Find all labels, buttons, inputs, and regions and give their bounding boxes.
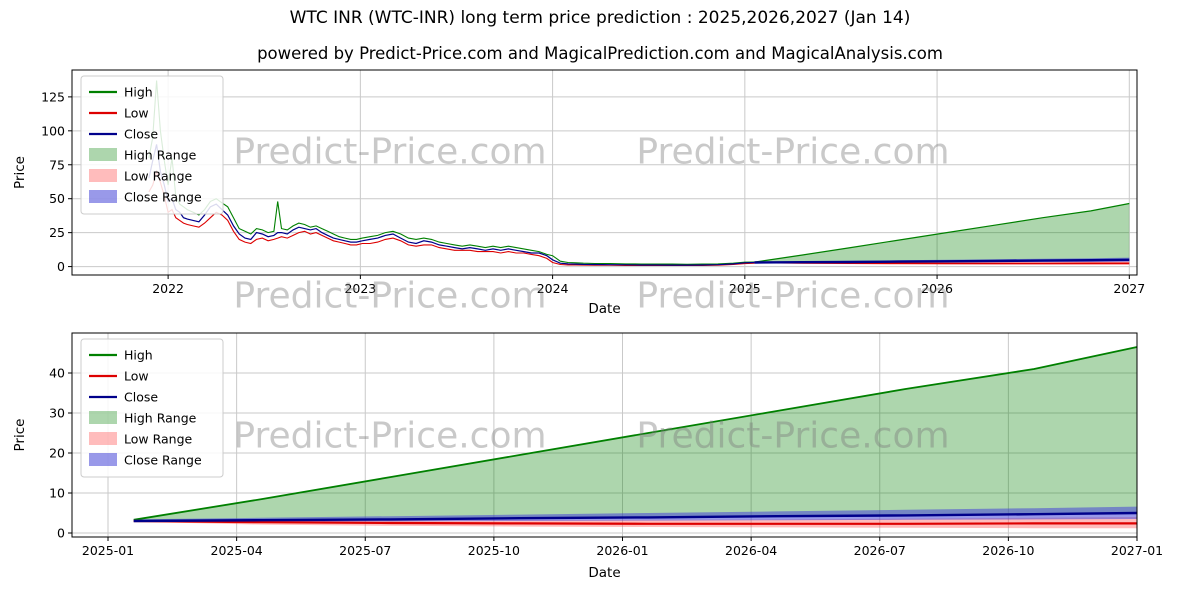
x-tick-label: 2024 — [537, 281, 569, 296]
page-title: WTC INR (WTC-INR) long term price predic… — [289, 8, 911, 28]
x-tick-label: 2026-04 — [725, 543, 777, 558]
x-tick-label: 2025-04 — [211, 543, 263, 558]
legend-patch-swatch — [89, 411, 117, 424]
legend: High Low Close High Range Low Range Close Ran… — [80, 338, 224, 478]
band-high-range — [754, 203, 1130, 263]
plot-border — [71, 332, 1138, 538]
x-tick-label: 2027 — [1113, 281, 1145, 296]
legend-label: High Range — [124, 411, 197, 426]
legend-label: High — [124, 348, 153, 363]
x-tick-label: 2026 — [921, 281, 953, 296]
series-close — [148, 144, 755, 266]
legend-label: High Range — [124, 148, 197, 163]
y-tick-label: 0 — [57, 526, 65, 541]
plot-border — [71, 69, 1138, 276]
x-tick-label: 2027-01 — [1111, 543, 1163, 558]
legend-patch-swatch — [89, 169, 117, 182]
x-tick-label: 2025-10 — [468, 543, 520, 558]
series-low — [148, 169, 755, 267]
x-tick-label: 2022 — [152, 281, 184, 296]
plot-0: 2022 2023 2024 2025 2026 2027 0 25 50 75 100 125 Dat… — [12, 69, 1145, 317]
legend-patch-swatch — [89, 453, 117, 466]
page-subtitle: powered by Predict-Price.com and Magical… — [257, 44, 943, 63]
legend-label: Close — [124, 390, 158, 405]
y-tick-label: 10 — [49, 486, 65, 501]
band-high-range — [133, 347, 1137, 521]
y-tick-label: 75 — [49, 157, 65, 172]
legend-label: Close Range — [124, 190, 202, 205]
legend-patch-swatch — [89, 190, 117, 203]
series-low-pred — [133, 519, 1137, 525]
y-tick-label: 0 — [57, 259, 65, 274]
x-tick-label: 2026-07 — [854, 543, 906, 558]
x-axis-label: Date — [588, 301, 620, 317]
legend-label: Low Range — [124, 432, 193, 447]
plot-1: 2025-01 2025-04 2025-07 2025-10 2026-01 2026-… — [12, 332, 1163, 581]
legend-box — [80, 338, 224, 478]
y-axis-label: Price — [12, 419, 28, 452]
series-close-pred — [133, 511, 1138, 523]
x-tick-label: 2025-07 — [339, 543, 391, 558]
legend-label: Low — [124, 106, 149, 121]
legend-label: Low Range — [124, 169, 193, 184]
x-tick-label: 2025-01 — [82, 543, 134, 558]
legend-label: Close — [124, 127, 158, 142]
series-high-pred — [133, 346, 1138, 521]
series-high-pred — [754, 202, 1130, 263]
y-tick-label: 25 — [49, 225, 65, 240]
series-close-pred — [754, 258, 1130, 264]
legend-patch-swatch — [89, 148, 117, 161]
x-tick-label: 2023 — [344, 281, 376, 296]
legend-box — [80, 75, 224, 215]
x-tick-label: 2026-10 — [982, 543, 1034, 558]
x-axis-label: Date — [588, 565, 620, 581]
legend-label: High — [124, 85, 153, 100]
y-tick-label: 50 — [49, 191, 65, 206]
legend-patch-swatch — [89, 432, 117, 445]
x-tick-label: 2025 — [729, 281, 761, 296]
legend-label: Low — [124, 369, 149, 384]
y-tick-label: 40 — [49, 366, 65, 381]
y-tick-label: 125 — [41, 89, 65, 104]
series-high — [148, 80, 755, 265]
x-tick-label: 2026-01 — [596, 543, 648, 558]
legend-label: Close Range — [124, 453, 202, 468]
y-axis-label: Price — [12, 156, 28, 189]
band-close-range — [133, 506, 1137, 522]
y-tick-label: 20 — [49, 446, 65, 461]
y-tick-label: 100 — [41, 123, 65, 138]
legend: High Low Close High Range Low Range Close Ran… — [80, 75, 224, 215]
y-tick-label: 30 — [49, 406, 65, 421]
